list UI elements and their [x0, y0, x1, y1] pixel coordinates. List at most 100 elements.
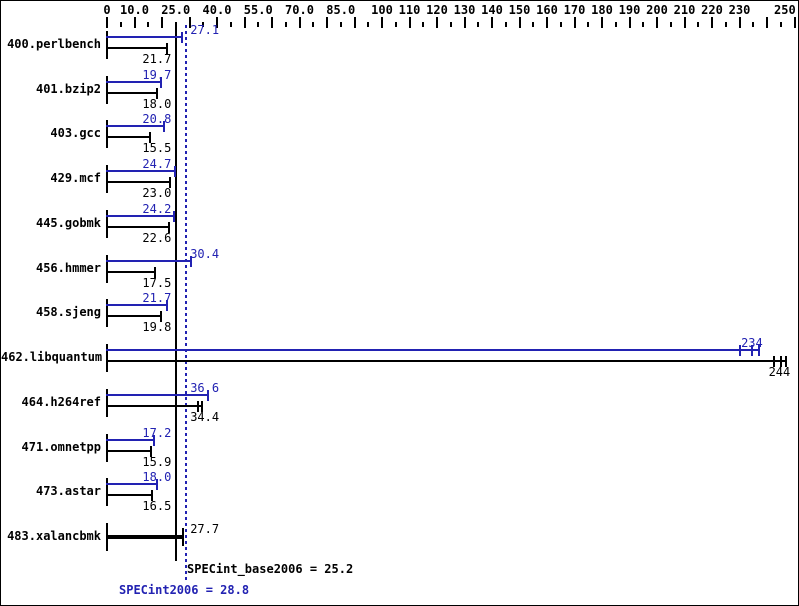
peak-value-label: 20.8: [142, 112, 172, 127]
peak-mean-text: SPECint2006 = 28.8: [119, 583, 250, 597]
base-value-label: 15.5: [142, 141, 172, 156]
axis-major-tick: [656, 17, 658, 28]
peak-bar-end-cap: [750, 345, 753, 357]
axis-major-tick: [188, 17, 191, 28]
base-value-label: 21.7: [142, 52, 172, 66]
axis-major-tick: [326, 17, 328, 28]
row-bracket: [106, 31, 108, 59]
axis-major-tick: [106, 17, 108, 28]
peak-bar: [106, 483, 157, 486]
base-value-label: 22.6: [142, 230, 172, 245]
peak-bar-end-cap: [189, 255, 192, 267]
base-bar: [106, 225, 170, 228]
peak-bar-end-cap: [165, 300, 168, 312]
base-bar-end-cap: [165, 43, 168, 54]
row-bracket: [106, 120, 108, 149]
base-value-label: 15.9: [142, 454, 172, 469]
row-bracket: [106, 75, 108, 104]
axis-major-tick: [161, 17, 163, 28]
peak-value-label: 24.7: [142, 157, 172, 172]
base-bar: [106, 315, 162, 318]
axis-minor-tick: [119, 22, 122, 27]
base-value-label: 18.0: [142, 96, 172, 111]
axis-major-tick: [738, 17, 741, 28]
base-bar-end-cap: [182, 527, 185, 546]
axis-major-tick: [683, 17, 686, 28]
axis-minor-tick: [559, 22, 562, 27]
axis-major-tick: [766, 17, 768, 28]
axis-label: 230: [728, 3, 751, 17]
axis-minor-tick: [422, 22, 425, 27]
axis-label: 40.0: [202, 3, 232, 17]
axis-label: 100: [371, 3, 393, 17]
peak-bar-end-cap: [160, 76, 163, 88]
row-bracket: [106, 254, 108, 283]
axis-minor-tick: [477, 22, 480, 27]
axis-major-tick: [353, 17, 356, 28]
benchmark-label: 483.xalancbmk: [7, 528, 101, 543]
axis-label: 160: [536, 3, 558, 17]
axis-major-tick: [573, 17, 576, 28]
peak-bar: [106, 36, 182, 38]
row-bracket: [106, 299, 108, 328]
axis-minor-tick: [449, 22, 452, 27]
base-value-label: 244: [768, 365, 791, 380]
peak-bar-end-cap: [172, 210, 175, 222]
base-bar-end-cap: [148, 132, 151, 144]
axis-major-tick: [271, 17, 273, 28]
axis-minor-tick: [339, 22, 342, 27]
axis-major-tick: [601, 17, 603, 28]
peak-bar: [106, 80, 162, 83]
base-bar-end-cap: [200, 400, 203, 412]
axis-label: 220: [701, 3, 723, 17]
row-bracket: [106, 344, 108, 373]
peak-bar: [106, 214, 174, 217]
base-bar-end-cap: [149, 445, 152, 457]
benchmark-label: 400.perlbench: [7, 37, 101, 51]
base-bar: [106, 494, 153, 497]
axis-label: 200: [646, 3, 668, 17]
peak-bar-end-cap: [206, 389, 209, 401]
axis-major-tick: [408, 17, 411, 28]
axis-minor-tick: [587, 22, 590, 27]
axis-major-tick: [546, 17, 548, 28]
axis-label: 55.0: [243, 3, 273, 17]
base-bar: [106, 270, 156, 273]
axis-label: 120: [426, 3, 448, 17]
base-bar: [106, 449, 151, 452]
benchmark-label: 401.bzip2: [35, 81, 101, 96]
base-mean-text: SPECint_base2006 = 25.2: [187, 562, 354, 576]
axis-major-tick: [491, 17, 493, 28]
axis-minor-tick: [202, 22, 205, 27]
benchmark-label: 456.hmmer: [35, 260, 101, 275]
axis-minor-tick: [614, 22, 617, 27]
axis-minor-tick: [724, 22, 727, 27]
base-bar-end-cap: [772, 356, 775, 368]
benchmark-label: 403.gcc: [50, 126, 101, 141]
base-value-label: 34.4: [190, 409, 220, 424]
axis-minor-tick: [642, 22, 645, 27]
axis-minor-tick: [284, 22, 287, 27]
ref-line-base-mean: [175, 25, 178, 561]
base-bar: [106, 91, 157, 94]
axis-minor-tick: [257, 22, 260, 27]
axis-major-tick: [628, 17, 631, 28]
base-bar: [106, 181, 171, 184]
axis-major-tick: [436, 17, 438, 28]
peak-value-label: 24.2: [142, 201, 172, 216]
peak-bar-end-cap: [163, 121, 166, 133]
row-bracket: [106, 433, 108, 462]
axis-major-tick: [133, 17, 136, 28]
peak-bar: [106, 170, 175, 173]
axis-minor-tick: [367, 22, 370, 27]
axis-label: 25.0: [161, 3, 191, 17]
base-bar: [106, 404, 202, 407]
benchmark-label: 445.gobmk: [35, 215, 101, 230]
axis-minor-tick: [312, 22, 315, 27]
base-bar-end-cap: [197, 400, 200, 412]
axis-minor-tick: [504, 22, 507, 27]
base-value-label: 23.0: [142, 186, 172, 201]
axis-label: 180: [591, 3, 613, 17]
axis-major-tick: [793, 17, 796, 28]
